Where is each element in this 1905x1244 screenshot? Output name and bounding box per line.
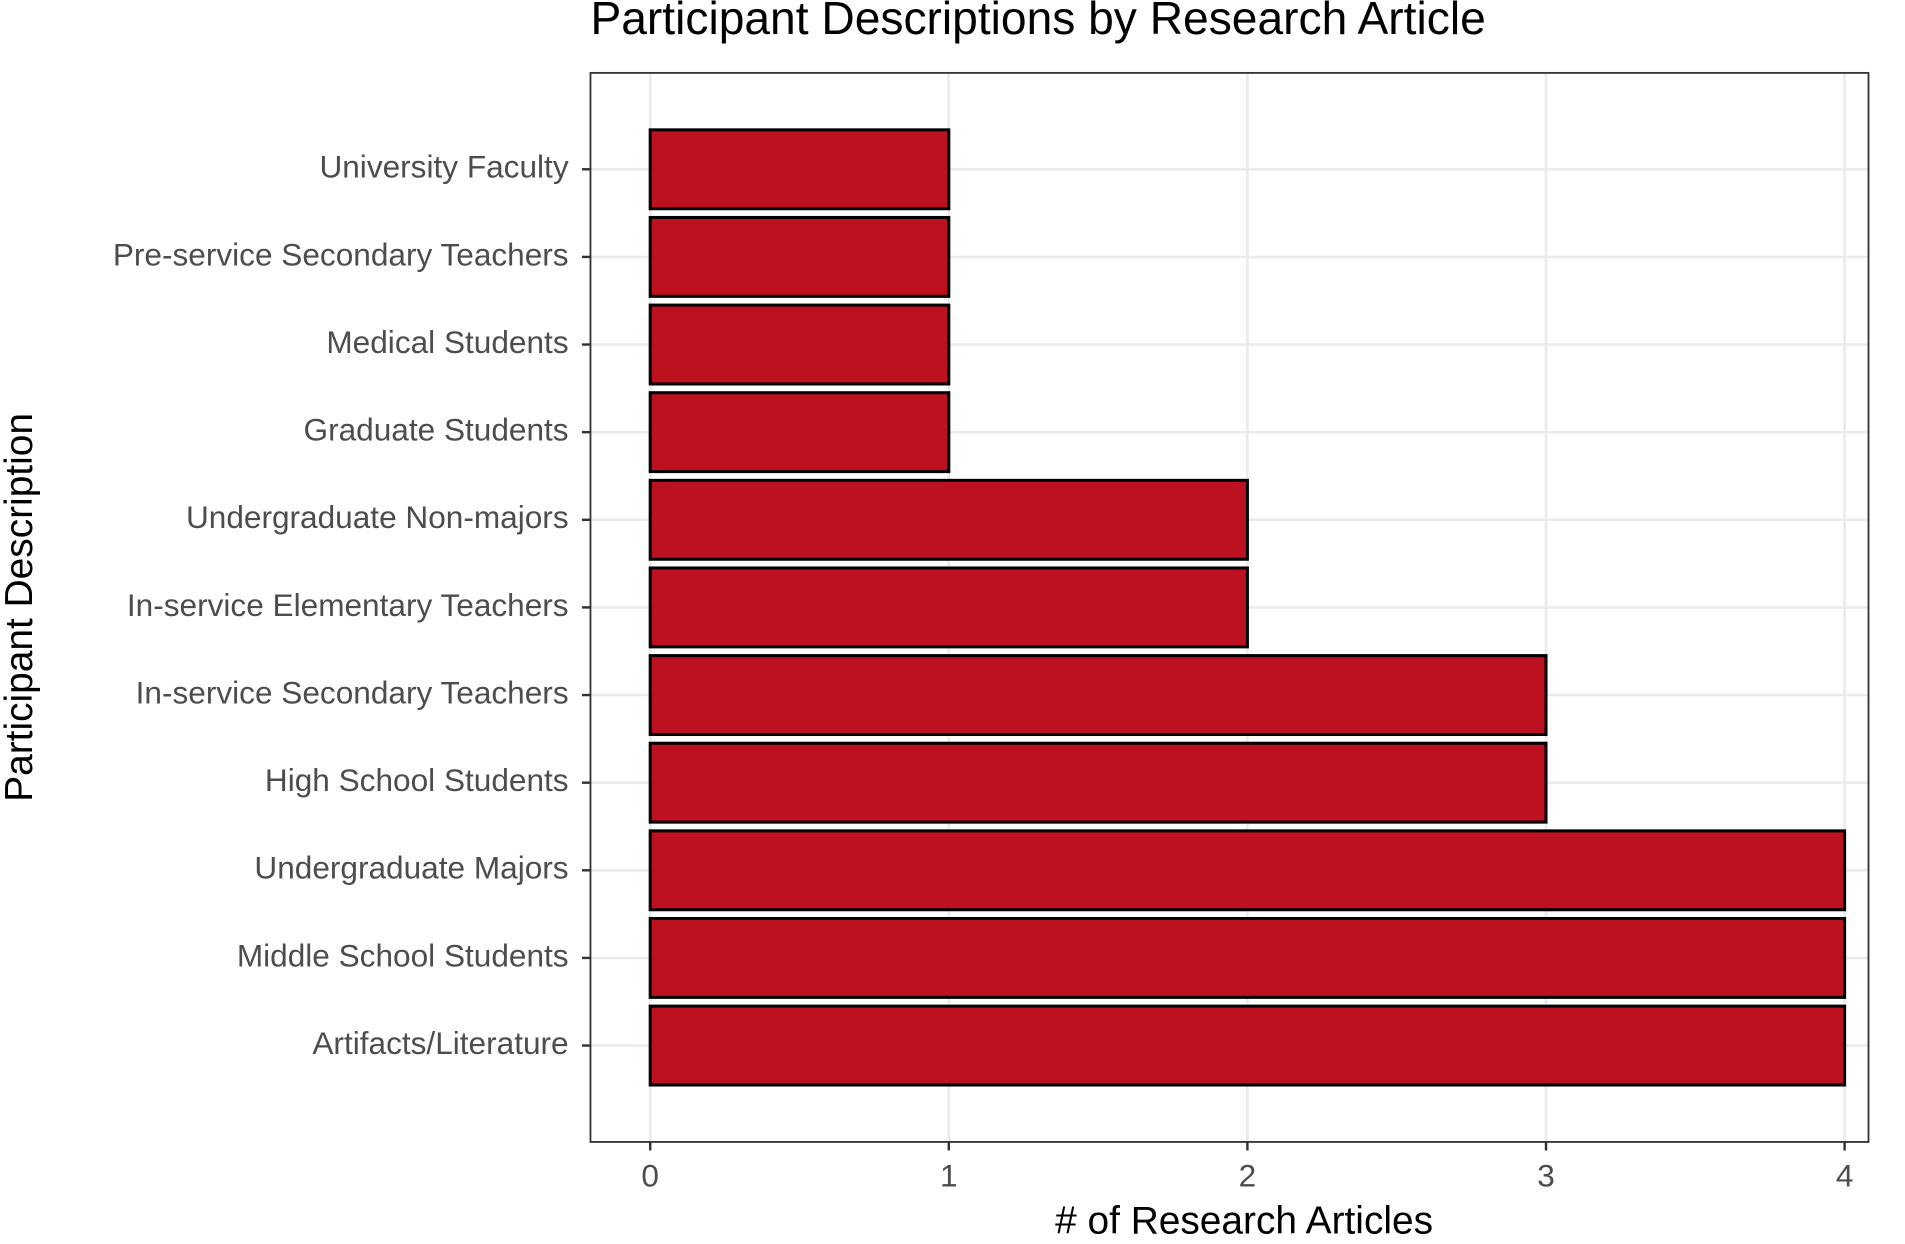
chart-title: Participant Descriptions by Research Art… <box>590 0 1485 44</box>
x-tick-label: 4 <box>1836 1158 1854 1194</box>
y-tick-label: Graduate Students <box>304 412 569 448</box>
bar <box>648 654 1548 737</box>
bar <box>648 829 1847 912</box>
x-tick-label: 2 <box>1239 1158 1257 1194</box>
bar <box>648 478 1249 561</box>
y-tick-label: In-service Secondary Teachers <box>136 674 569 710</box>
x-tick-label: 1 <box>940 1158 958 1194</box>
x-tick-label: 0 <box>641 1158 659 1194</box>
bar <box>648 566 1249 649</box>
y-tick-label: In-service Elementary Teachers <box>127 587 569 623</box>
y-tick-label: University Faculty <box>319 149 568 185</box>
bar <box>648 741 1548 824</box>
bar <box>648 1004 1847 1087</box>
y-tick-label: Medical Students <box>326 324 568 360</box>
y-tick-label: High School Students <box>265 762 569 798</box>
plot-border <box>589 71 1870 1143</box>
y-tick-label: Middle School Students <box>237 937 569 973</box>
bar <box>648 391 951 474</box>
x-axis-title: # of Research Articles <box>1055 1200 1433 1243</box>
y-tick-label: Undergraduate Non-majors <box>186 499 569 535</box>
bar <box>648 303 951 386</box>
y-tick-label: Pre-service Secondary Teachers <box>113 236 569 272</box>
y-axis-title: Participant Description <box>0 413 41 802</box>
y-tick-label: Undergraduate Majors <box>254 850 568 886</box>
bar <box>648 916 1847 999</box>
x-tick-label: 3 <box>1537 1158 1555 1194</box>
y-tick-label: Artifacts/Literature <box>312 1025 568 1061</box>
bar <box>648 215 951 298</box>
bar <box>648 128 951 211</box>
